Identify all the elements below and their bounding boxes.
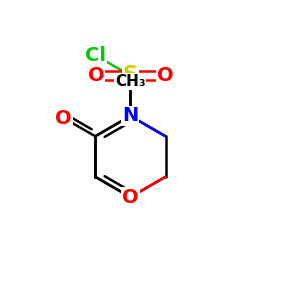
- Text: Cl: Cl: [85, 46, 106, 64]
- Text: O: O: [157, 66, 173, 85]
- Text: S: S: [123, 65, 138, 86]
- Text: N: N: [122, 106, 139, 125]
- Text: O: O: [88, 66, 104, 85]
- Text: O: O: [55, 109, 72, 128]
- Text: CH₃: CH₃: [115, 74, 146, 89]
- Text: O: O: [122, 188, 139, 207]
